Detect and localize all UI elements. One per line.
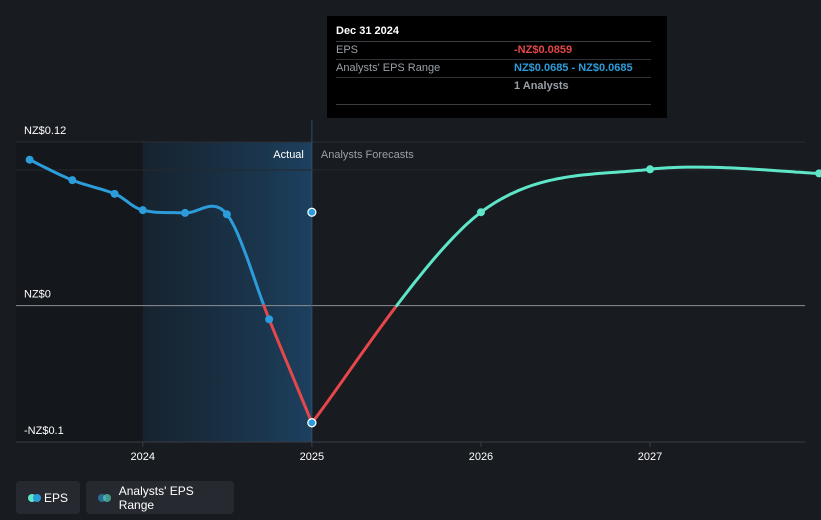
forecast-section-label: Analysts Forecasts — [321, 149, 414, 161]
data-point-forecast — [307, 418, 317, 428]
legend-range-dot-2 — [103, 493, 111, 502]
data-point-forecast — [476, 208, 485, 217]
data-point-actual — [138, 206, 147, 215]
series-line-forecast-negative — [310, 304, 399, 425]
y-tick-label: NZ$0.12 — [24, 125, 66, 137]
tooltip-eps-value: -NZ$0.0859 — [514, 44, 573, 56]
legend-eps-label: EPS — [43, 490, 68, 505]
legend-eps-button[interactable]: EPS — [16, 481, 80, 514]
tooltip-analysts-row: 1 Analysts — [336, 78, 651, 96]
data-point-actual — [222, 210, 231, 219]
range-legend-icon — [98, 493, 111, 502]
highlight-point — [307, 207, 317, 217]
legend-range-button[interactable]: Analysts' EPS Range — [86, 481, 234, 514]
tooltip-divider — [336, 96, 651, 105]
y-tick-label: NZ$0 — [24, 289, 51, 301]
legend-eps-dot-1 — [28, 493, 36, 502]
eps-legend-icon — [28, 493, 41, 502]
tooltip-range-label: Analysts' EPS Range — [336, 62, 441, 74]
legend-range-dot-1 — [98, 493, 106, 502]
data-point-actual — [110, 189, 119, 198]
tooltip-range-value: NZ$0.0685 - NZ$0.0685 — [514, 62, 633, 74]
legend-eps-dot-2 — [33, 493, 41, 502]
data-point-actual — [68, 176, 77, 185]
data-point-actual — [265, 315, 274, 324]
data-point-actual — [25, 155, 34, 164]
tooltip-range-row: Analysts' EPS Range NZ$0.0685 - NZ$0.068… — [336, 60, 651, 78]
x-tick-label: 2025 — [300, 451, 324, 463]
x-tick-label: 2024 — [131, 451, 155, 463]
eps-chart: NZ$0.12 NZ$0 -NZ$0.1 2024 2025 2026 2027 Actual… — [16, 120, 821, 463]
series-line-forecast-positive — [395, 165, 821, 308]
y-tick-label: -NZ$0.1 — [24, 425, 64, 437]
data-point-forecast — [646, 165, 655, 174]
tooltip-date: Dec 31 2024 — [336, 24, 651, 42]
data-point-actual — [181, 208, 190, 217]
x-tick-label: 2026 — [469, 451, 493, 463]
tooltip-analysts-count: 1 Analysts — [514, 80, 569, 92]
data-point-forecast — [815, 169, 821, 178]
legend-range-label: Analysts' EPS Range — [118, 483, 194, 512]
tooltip-eps-label: EPS — [336, 44, 359, 56]
actual-region-band — [142, 142, 312, 442]
tooltip: Dec 31 2024 EPS -NZ$0.0859 Analysts' EPS… — [327, 16, 667, 118]
tooltip-eps-row: EPS -NZ$0.0859 — [336, 42, 651, 60]
actual-section-label: Actual — [273, 149, 304, 161]
x-tick-label: 2027 — [638, 451, 662, 463]
